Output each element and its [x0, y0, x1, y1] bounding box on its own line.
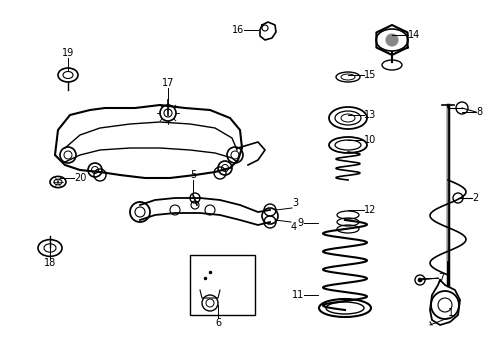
Text: 3: 3 — [291, 198, 298, 208]
Text: 18: 18 — [44, 258, 56, 268]
Text: 15: 15 — [363, 70, 376, 80]
Text: 5: 5 — [189, 170, 196, 180]
Text: 7: 7 — [437, 273, 443, 283]
Text: 13: 13 — [363, 110, 375, 120]
Text: 8: 8 — [475, 107, 481, 117]
Text: 12: 12 — [363, 205, 376, 215]
Text: 17: 17 — [162, 78, 174, 88]
Text: 14: 14 — [407, 30, 419, 40]
Text: 19: 19 — [62, 48, 74, 58]
Text: 4: 4 — [290, 222, 297, 232]
Text: 6: 6 — [215, 318, 221, 328]
Text: 1: 1 — [447, 308, 453, 318]
Text: 2: 2 — [471, 193, 477, 203]
Text: 20: 20 — [74, 173, 86, 183]
Text: 9: 9 — [297, 218, 304, 228]
Text: 16: 16 — [231, 25, 244, 35]
Circle shape — [385, 34, 397, 46]
Circle shape — [417, 278, 421, 282]
Text: 10: 10 — [363, 135, 375, 145]
Text: 11: 11 — [291, 290, 304, 300]
Bar — [190, 255, 254, 315]
